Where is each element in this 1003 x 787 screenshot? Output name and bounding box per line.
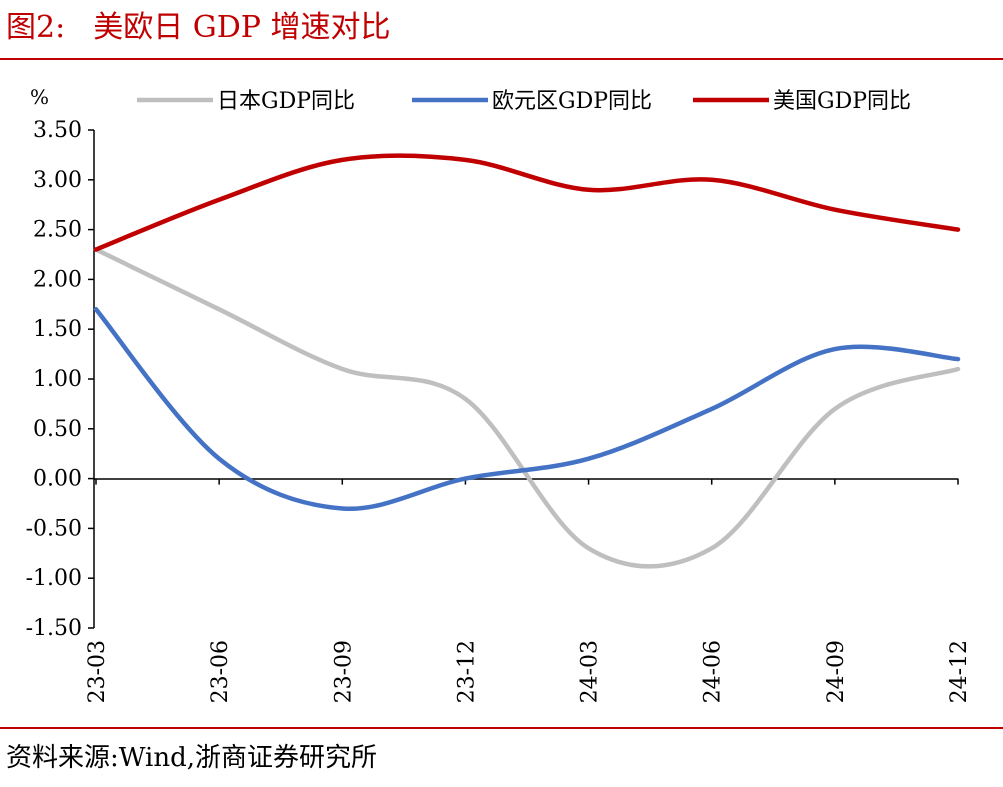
y-tick-label: 2.00: [33, 267, 82, 292]
x-tick-label: 24-09: [824, 640, 849, 703]
y-tick-label: -1.50: [26, 616, 82, 641]
y-tick-label: 1.00: [33, 367, 82, 392]
legend: 日本GDP同比 欧元区GDP同比 美国GDP同比: [137, 89, 911, 114]
y-tick-label: 0.00: [33, 467, 82, 492]
y-tick-label: -0.50: [26, 516, 82, 541]
x-tick-label: 24-03: [578, 640, 603, 703]
y-tick-label: 2.50: [33, 218, 82, 243]
legend-label: 欧元区GDP同比: [492, 89, 652, 114]
figure-title: 图2: 美欧日 GDP 增速对比: [6, 6, 390, 50]
x-tick-label: 24-12: [947, 640, 972, 703]
source-note: 资料来源:Wind,浙商证券研究所: [6, 743, 377, 773]
figure-number: 图2:: [6, 10, 66, 45]
x-tick-label: 23-12: [454, 640, 479, 703]
y-axis-unit-label: %: [30, 85, 49, 109]
x-tick-label: 23-09: [331, 640, 356, 703]
series-lines: [93, 153, 961, 569]
y-tick-label: 1.50: [33, 317, 82, 342]
legend-label: 日本GDP同比: [217, 89, 355, 114]
series-line-japan-gdp-yoy: [93, 247, 961, 569]
y-tick-label: 3.50: [33, 118, 82, 143]
y-tick-label: 3.00: [33, 168, 82, 193]
figure-title-text: 美欧日 GDP 增速对比: [93, 10, 391, 45]
x-tick-label: 24-06: [701, 640, 726, 703]
x-tick-label: 23-06: [208, 640, 233, 703]
series-line-us-gdp-yoy: [93, 153, 961, 252]
series-line-eurozone-gdp-yoy: [93, 307, 961, 512]
legend-label: 美国GDP同比: [773, 89, 911, 114]
y-tick-label: -1.00: [26, 566, 82, 591]
x-ticks: 23-03 23-06 23-09 23-12 24-03 24-06 24-09 24-12: [85, 478, 972, 703]
source-divider: [0, 727, 1003, 729]
y-ticks: 3.50 3.00 2.50 2.00 1.50 1.00 0.50 0.00 -0.50 -1.…: [26, 118, 94, 641]
title-divider: [0, 58, 1003, 60]
x-tick-label: 23-03: [85, 640, 110, 703]
y-tick-label: 0.50: [33, 417, 82, 442]
